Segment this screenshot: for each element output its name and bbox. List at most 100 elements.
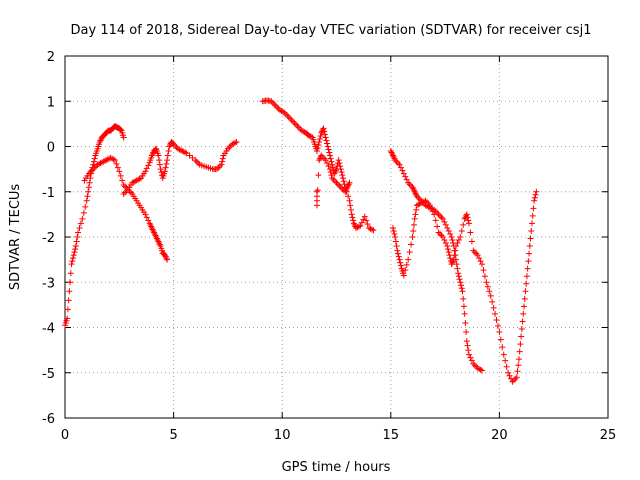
data-point: [336, 160, 343, 167]
data-point: [113, 160, 120, 167]
x-tick-label: 25: [600, 428, 617, 443]
data-point: [325, 163, 332, 170]
data-point: [525, 258, 532, 265]
data-point: [114, 164, 121, 171]
data-point: [324, 160, 331, 167]
data-point: [64, 306, 71, 313]
data-point: [526, 243, 533, 250]
data-point: [458, 227, 465, 234]
data-point: [83, 197, 90, 204]
data-point: [403, 261, 410, 268]
data-point: [111, 157, 118, 164]
data-point: [523, 273, 530, 280]
data-point: [232, 139, 239, 146]
x-tick-label: 0: [61, 428, 69, 443]
data-point: [455, 273, 462, 280]
data-point: [513, 374, 520, 381]
data-point: [67, 270, 74, 277]
data-point: [438, 232, 445, 239]
data-point: [145, 217, 152, 224]
data-point: [339, 172, 346, 179]
data-point: [391, 230, 398, 237]
data-point: [524, 265, 531, 272]
data-point: [400, 170, 407, 177]
data-point: [395, 250, 402, 257]
data-point: [521, 303, 528, 310]
data-point: [326, 166, 333, 173]
data-point: [80, 209, 87, 216]
x-tick-label: 5: [169, 428, 177, 443]
data-point: [397, 259, 404, 266]
data-point: [396, 256, 403, 263]
grid-lines: [65, 56, 608, 418]
series-arc-7: [389, 188, 540, 385]
data-point: [470, 247, 477, 254]
data-point: [474, 252, 481, 259]
data-point: [473, 250, 480, 257]
data-point: [86, 179, 93, 186]
data-point: [515, 356, 522, 363]
data-point: [465, 220, 472, 227]
data-point: [75, 229, 82, 236]
data-point: [489, 298, 496, 305]
data-point: [90, 158, 97, 165]
data-point: [367, 225, 374, 232]
data-point: [448, 234, 455, 240]
data-point: [529, 212, 536, 219]
data-point: [463, 338, 470, 345]
data-point: [395, 160, 402, 167]
data-point: [402, 173, 409, 180]
data-point: [460, 221, 467, 228]
data-point: [119, 177, 126, 184]
data-point: [340, 175, 347, 182]
data-point: [274, 104, 281, 111]
data-point: [324, 140, 331, 147]
data-point: [284, 112, 291, 119]
data-point: [450, 256, 457, 263]
data-point: [327, 155, 334, 162]
data-point: [406, 181, 413, 188]
data-point: [439, 234, 446, 240]
data-point: [447, 255, 454, 262]
data-point: [471, 249, 478, 256]
data-point: [445, 227, 452, 234]
data-point: [441, 218, 448, 225]
data-point: [426, 202, 433, 209]
data-point: [457, 279, 464, 286]
series-arc-4: [259, 97, 377, 234]
data-point: [291, 120, 298, 127]
data-point: [74, 234, 81, 240]
data-point: [294, 123, 301, 130]
data-point: [162, 164, 169, 171]
data-point: [455, 237, 462, 244]
data-point: [492, 310, 499, 317]
chart-title: Day 114 of 2018, Sidereal Day-to-day VTE…: [71, 23, 592, 38]
data-point: [136, 175, 143, 182]
data-point: [110, 156, 117, 163]
data-point: [521, 295, 528, 302]
data-point: [347, 202, 354, 209]
data-point: [325, 146, 332, 153]
series-arc-6: [387, 148, 486, 374]
data-point: [460, 303, 467, 310]
data-point: [335, 157, 342, 164]
data-point: [528, 227, 535, 234]
data-point: [347, 206, 354, 213]
data-point: [68, 261, 75, 268]
data-point: [313, 148, 320, 155]
data-point: [287, 115, 294, 122]
data-point: [337, 166, 344, 173]
data-point: [161, 168, 168, 175]
data-point: [465, 351, 472, 358]
data-point: [445, 249, 452, 256]
y-axis-label: SDTVAR / TECUs: [8, 184, 23, 291]
data-point: [518, 326, 525, 333]
data-point: [449, 237, 456, 244]
data-point: [157, 166, 164, 173]
data-point: [484, 283, 491, 290]
data-point: [357, 222, 364, 229]
data-point: [470, 360, 477, 367]
data-point: [526, 250, 533, 257]
data-point: [490, 304, 497, 311]
y-tick-label: 1: [47, 95, 55, 110]
